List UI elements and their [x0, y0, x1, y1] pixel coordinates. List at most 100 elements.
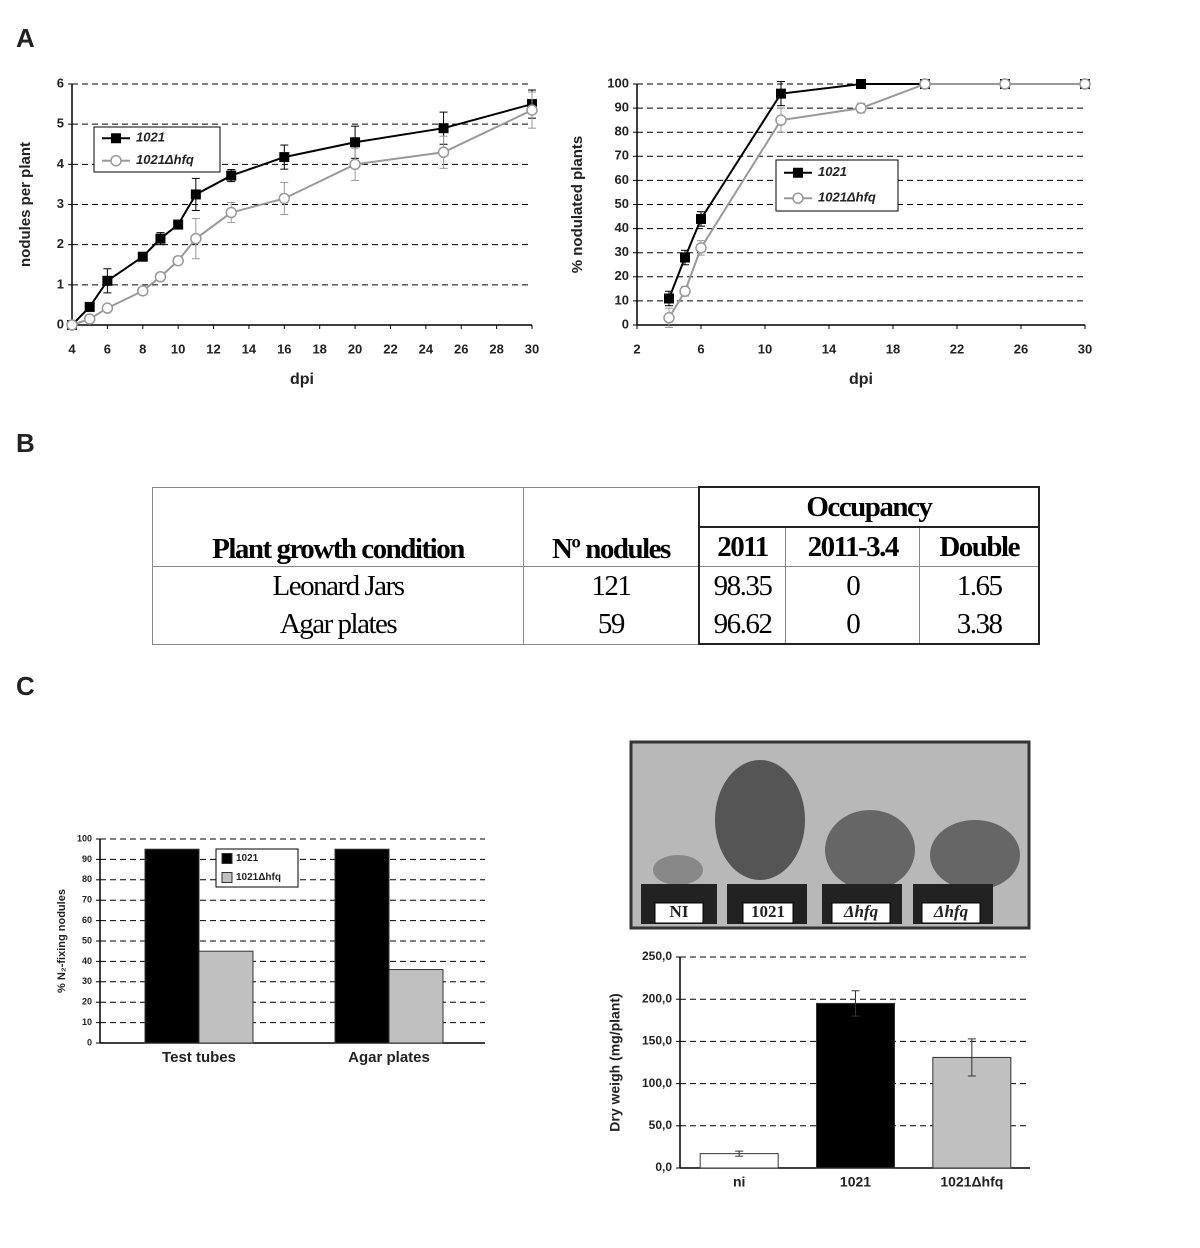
point — [350, 137, 361, 148]
point — [84, 301, 95, 312]
y-tick-label: 200,0 — [642, 991, 672, 1005]
point — [526, 104, 538, 116]
point — [349, 158, 361, 171]
y-tick-label: 100 — [77, 833, 92, 843]
legend-swatch — [221, 853, 233, 864]
x-tick-label: 26 — [1014, 341, 1028, 356]
point — [919, 78, 931, 90]
series-line — [668, 83, 1085, 319]
bar — [198, 950, 254, 1044]
x-tick-label: 18 — [886, 341, 900, 356]
point — [225, 206, 237, 219]
y-tick-label: 150,0 — [642, 1034, 672, 1048]
y-tick-label: 10 — [615, 292, 629, 307]
x-tick-label: 22 — [383, 341, 397, 356]
y-tick-label: 10 — [82, 1017, 92, 1027]
photo-label: Δhfq — [843, 902, 879, 921]
x-tick-label: 12 — [206, 341, 220, 356]
cell: 121 — [522, 566, 700, 605]
point — [437, 146, 450, 159]
cell: 0 — [785, 605, 921, 645]
x-tick-label: 26 — [454, 341, 468, 356]
x-tick-label: Agar plates — [348, 1049, 430, 1066]
x-tick-label: Test tubes — [162, 1049, 236, 1066]
point — [173, 219, 184, 230]
y-tick-label: 1 — [57, 276, 64, 291]
photo-label: NI — [670, 902, 689, 921]
x-tick-label: 14 — [822, 341, 837, 356]
point — [438, 123, 449, 134]
point — [679, 285, 691, 298]
x-tick-label: 18 — [312, 341, 326, 356]
x-tick-label: 30 — [525, 341, 539, 356]
y-tick-label: 60 — [615, 172, 629, 187]
x-tick-label: 1021Δhfq — [940, 1174, 1003, 1190]
x-tick-label: 22 — [950, 341, 964, 356]
cell: 0 — [785, 566, 921, 605]
y-tick-label: 90 — [82, 854, 92, 864]
x-tick-label: 10 — [171, 341, 185, 356]
legend-label: 1021 — [136, 130, 165, 145]
point — [190, 189, 201, 200]
occupancy-table: Plant growth condition Nº nodules Occupa… — [152, 486, 1041, 645]
point — [999, 78, 1011, 90]
cell: Agar plates — [152, 605, 524, 645]
y-tick-label: 30 — [615, 244, 629, 259]
panel-label: B — [16, 428, 35, 458]
y-tick-label: 6 — [57, 75, 64, 90]
y-tick-label: 0,0 — [655, 1160, 672, 1174]
y-tick-label: 0 — [57, 316, 64, 331]
header-cell: Plant growth condition — [152, 486, 524, 567]
y-tick-label: 80 — [82, 874, 92, 884]
legend-label: 1021Δhfq — [136, 152, 194, 167]
bar — [334, 848, 390, 1044]
x-axis-label: dpi — [849, 371, 873, 388]
point — [66, 319, 78, 331]
cell: Leonard Jars — [152, 566, 524, 605]
point — [663, 312, 675, 324]
x-tick-label: 2 — [633, 341, 640, 356]
x-tick-label: 14 — [242, 341, 257, 356]
y-tick-label: 4 — [57, 156, 65, 171]
legend-swatch — [221, 872, 233, 883]
point — [172, 254, 184, 267]
point — [278, 192, 291, 205]
legend-label: 1021 — [236, 853, 259, 864]
point — [226, 170, 237, 181]
panel-label: C — [16, 671, 35, 701]
y-axis-label: Dry weigh (mg/plant) — [607, 993, 623, 1131]
y-axis-label: % nodulated plants — [569, 136, 586, 274]
y-tick-label: 70 — [82, 895, 92, 905]
point — [154, 271, 167, 283]
y-axis-label: % N₂-fixing nodules — [56, 889, 68, 993]
y-tick-label: 3 — [57, 196, 64, 211]
y-tick-label: 0 — [87, 1037, 92, 1047]
y-tick-label: 20 — [615, 268, 629, 283]
y-tick-label: 100 — [607, 75, 629, 90]
bar — [388, 969, 444, 1044]
y-tick-label: 5 — [57, 116, 64, 131]
legend-label: 1021Δhfq — [818, 190, 876, 205]
point — [856, 79, 866, 89]
point — [680, 252, 690, 263]
y-tick-label: 100,0 — [642, 1076, 672, 1090]
point — [137, 251, 148, 262]
x-tick-label: 24 — [419, 341, 434, 356]
cell: 98.35 — [697, 566, 787, 605]
x-axis-label: dpi — [290, 371, 314, 388]
y-tick-label: 80 — [615, 124, 629, 139]
y-tick-label: 30 — [82, 976, 92, 986]
header-cell: Nº nodules — [522, 486, 700, 567]
x-tick-label: 4 — [68, 341, 76, 356]
x-tick-label: 6 — [104, 341, 111, 356]
point — [792, 192, 804, 204]
y-tick-label: 250,0 — [642, 949, 672, 963]
x-tick-label: 28 — [489, 341, 503, 356]
cell: 96.62 — [697, 605, 787, 645]
bar — [144, 848, 200, 1044]
x-tick-label: ni — [733, 1174, 745, 1190]
y-tick-label: 40 — [615, 220, 629, 235]
y-tick-label: 60 — [82, 915, 92, 925]
y-tick-label: 2 — [57, 236, 64, 251]
